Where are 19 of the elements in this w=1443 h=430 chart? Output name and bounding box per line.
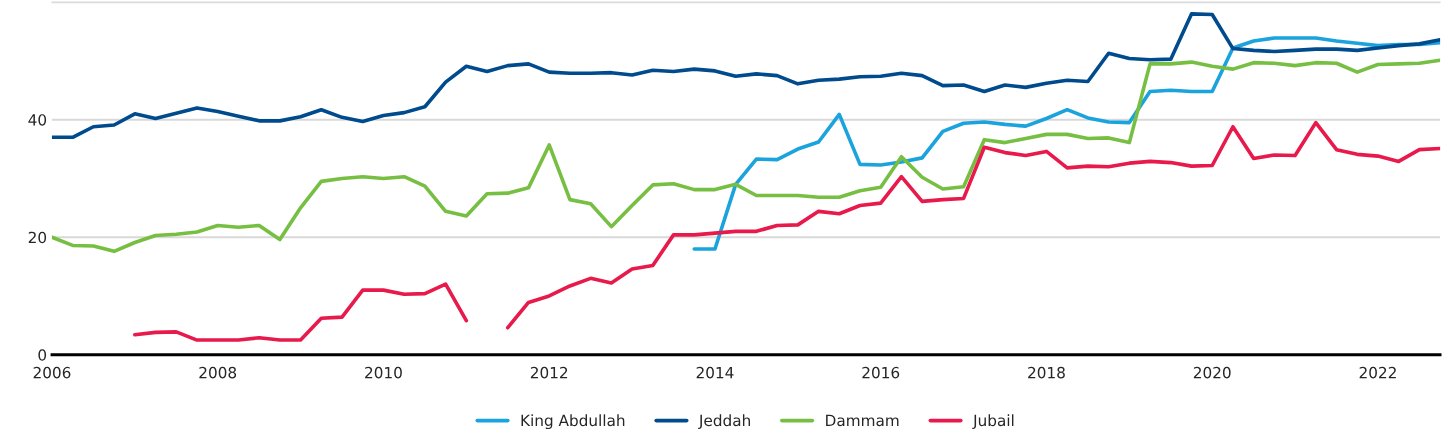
y-tick-label: 0 xyxy=(38,349,47,361)
x-tick-label: 2016 xyxy=(862,366,900,379)
legend-label: King Abdullah xyxy=(521,414,625,430)
x-tick-label: 2010 xyxy=(365,366,402,379)
x-tick-label: 2018 xyxy=(1028,366,1065,379)
y-tick-label: 20 xyxy=(28,231,47,244)
x-tick-label: 2014 xyxy=(696,366,734,379)
x-tick-label: 2020 xyxy=(1193,366,1231,379)
x-tick-label: 2012 xyxy=(530,366,568,379)
x-tick-label: 2008 xyxy=(199,366,237,379)
x-tick-label: 2022 xyxy=(1359,366,1396,379)
legend-label: Jeddah xyxy=(698,414,750,429)
x-tick-label: 2006 xyxy=(33,366,71,379)
line-series xyxy=(51,58,1441,254)
y-tick-label: 40 xyxy=(28,114,47,126)
legend-label: Jubail xyxy=(972,414,1014,429)
legend-label: Dammam xyxy=(826,414,899,427)
line-series xyxy=(692,36,1441,251)
line-series xyxy=(51,12,1441,140)
